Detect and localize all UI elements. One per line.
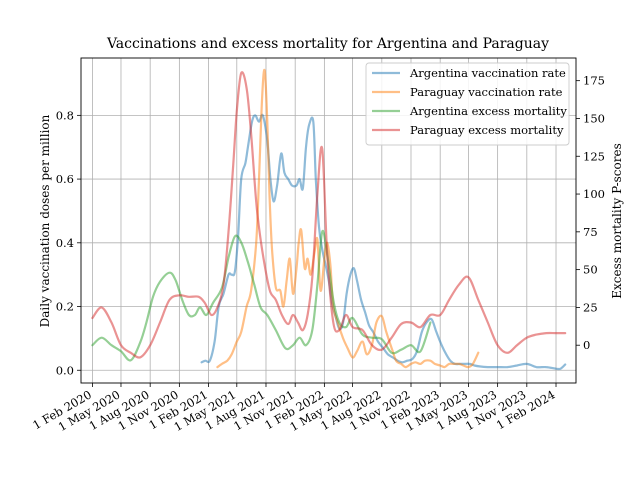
- legend-label-argentina-vaccination-rate: Argentina vaccination rate: [409, 66, 566, 80]
- y-axis-right: 0 25 50 75 100 125 150 175: [576, 74, 605, 352]
- legend: Argentina vaccination rate Paraguay vacci…: [365, 62, 570, 146]
- y-tick-label: 0.8: [56, 108, 74, 122]
- y2-tick-label: 25: [583, 300, 598, 314]
- y-tick-label: 0.2: [56, 300, 74, 314]
- plot-frame: [80, 57, 577, 384]
- legend-label-paraguay-vaccination-rate: Paraguay vaccination rate: [410, 85, 563, 99]
- legend-box: [365, 62, 570, 146]
- y2-tick-label: 150: [583, 111, 605, 125]
- legend-label-argentina-excess-mortality: Argentina excess mortality: [409, 104, 567, 118]
- y2-tick-label: 100: [583, 187, 605, 201]
- series-line-argentina-excess-mortality: [91, 229, 432, 362]
- chart-title: Vaccinations and excess mortality for Ar…: [106, 36, 549, 52]
- y2-tick-label: 175: [583, 74, 605, 88]
- legend-label-paraguay-excess-mortality: Paraguay excess mortality: [410, 123, 564, 137]
- series-lines: [91, 68, 567, 371]
- y-axis-left: 0.0 0.2 0.4 0.6 0.8: [56, 108, 81, 377]
- grid: [81, 58, 576, 383]
- series-line-paraguay-excess-mortality: [91, 71, 567, 359]
- y-tick-label: 0.4: [56, 236, 74, 250]
- y2-tick-label: 0: [583, 338, 590, 352]
- y2-tick-label: 50: [583, 263, 598, 277]
- y-tick-label: 0.0: [56, 363, 74, 377]
- y2-tick-label: 125: [583, 149, 605, 163]
- y-tick-label: 0.6: [56, 172, 74, 186]
- y2-tick-label: 75: [583, 225, 598, 239]
- y-axis-title: Daily vaccination doses per million: [38, 114, 52, 327]
- series-line-paraguay-vaccination-rate: [216, 68, 480, 369]
- series-line-argentina-vaccination-rate: [200, 113, 567, 371]
- y2-axis-title: Excess mortality P-scores: [610, 143, 624, 298]
